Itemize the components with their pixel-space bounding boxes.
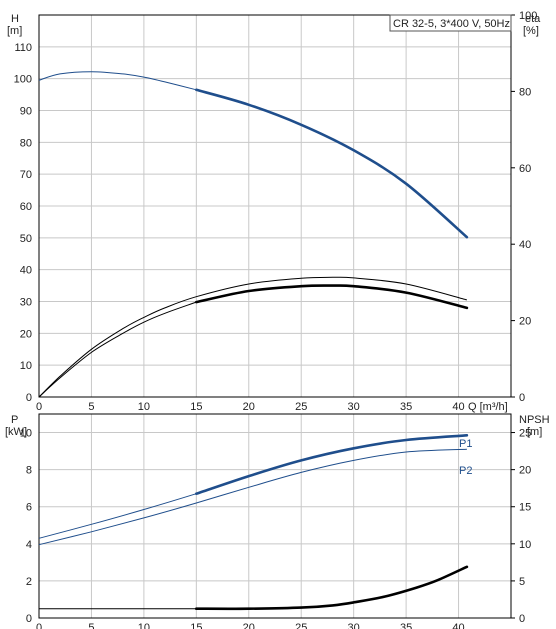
top-series-curve-0-thin bbox=[38, 71, 197, 91]
bottom-left-axis-name: P bbox=[11, 414, 18, 426]
bottom-series-curve-2-bold bbox=[195, 565, 469, 611]
bottom-y-right-tick-0: 0 bbox=[519, 613, 525, 625]
top-y-left-tick-30: 30 bbox=[20, 297, 32, 309]
top-panel-series bbox=[38, 71, 469, 398]
top-right-axis-name: eta bbox=[525, 13, 541, 25]
bottom-panel-frame bbox=[38, 413, 512, 619]
bottom-x-tick-40: 40 bbox=[452, 622, 464, 629]
bottom-y-right-tick-15: 15 bbox=[519, 502, 531, 514]
top-x-tick-30: 30 bbox=[348, 401, 360, 413]
top-x-tick-40: 40 bbox=[452, 401, 464, 413]
top-y-left-tick-110: 110 bbox=[14, 42, 32, 54]
bottom-x-tick-35: 35 bbox=[400, 622, 412, 629]
bottom-series-p1-thin bbox=[38, 493, 197, 539]
top-y-right-tick-40: 40 bbox=[519, 239, 531, 251]
bottom-y-left-tick-10: 10 bbox=[20, 428, 32, 440]
bottom-x-tick-0: 0 bbox=[36, 622, 42, 629]
bottom-series-p2-thin bbox=[38, 448, 467, 546]
series-label-p2: P2 bbox=[459, 465, 472, 477]
bottom-x-tick-5: 5 bbox=[88, 622, 94, 629]
bottom-y-right-tick-5: 5 bbox=[519, 576, 525, 588]
top-y-left-tick-70: 70 bbox=[20, 169, 32, 181]
bottom-y-left-tick-8: 8 bbox=[26, 465, 32, 477]
top-x-tick-5: 5 bbox=[88, 401, 94, 413]
top-panel-tick-labels: 0 5 10 15 20 25 30 35 40 0 10 20 30 40 50 60 70 80 90 100 11… bbox=[14, 10, 538, 413]
chart-title: CR 32-5, 3*400 V, 50Hz bbox=[393, 18, 510, 30]
bottom-left-axis-unit: [kW] bbox=[5, 426, 27, 438]
series-label-p1: P1 bbox=[459, 438, 472, 450]
top-x-tick-35: 35 bbox=[400, 401, 412, 413]
top-y-right-tick-20: 20 bbox=[519, 316, 531, 328]
top-x-tick-20: 20 bbox=[243, 401, 255, 413]
top-y-right-tick-60: 60 bbox=[519, 163, 531, 175]
top-y-left-tick-100: 100 bbox=[14, 74, 32, 86]
bottom-y-right-tick-20: 20 bbox=[519, 465, 531, 477]
top-left-axis-unit: [m] bbox=[7, 25, 22, 37]
x-axis-title: Q [m³/h] bbox=[468, 401, 508, 413]
bottom-y-left-tick-0: 0 bbox=[26, 613, 32, 625]
top-y-right-tick-100: 100 bbox=[519, 10, 537, 22]
bottom-panel-tick-labels: 0 5 10 15 20 25 30 35 40 0 2 4 6 8 10 0 5 10 15 20 25 bbox=[20, 428, 532, 629]
top-series-curve-2-thin bbox=[38, 301, 197, 398]
bottom-y-left-tick-2: 2 bbox=[26, 576, 32, 588]
bottom-panel-series bbox=[38, 434, 469, 611]
top-y-left-tick-10: 10 bbox=[20, 360, 32, 372]
top-y-left-tick-20: 20 bbox=[20, 328, 32, 340]
top-x-tick-25: 25 bbox=[295, 401, 307, 413]
top-series-curve-1-thin bbox=[38, 276, 468, 398]
top-y-right-tick-0: 0 bbox=[519, 392, 525, 404]
top-y-right-tick-80: 80 bbox=[519, 86, 531, 98]
top-right-axis-unit: [%] bbox=[523, 25, 539, 37]
top-y-left-tick-50: 50 bbox=[20, 233, 32, 245]
bottom-x-tick-20: 20 bbox=[243, 622, 255, 629]
top-x-tick-15: 15 bbox=[190, 401, 202, 413]
title-box-frame bbox=[389, 14, 512, 32]
bottom-panel-grid bbox=[39, 414, 511, 618]
bottom-y-right-tick-10: 10 bbox=[519, 539, 531, 551]
top-series-curve-0-bold bbox=[195, 88, 469, 239]
bottom-series-p1-bold bbox=[195, 434, 469, 495]
top-series-curve-2-bold bbox=[195, 284, 469, 310]
top-panel-frame bbox=[38, 14, 512, 398]
bottom-x-tick-10: 10 bbox=[138, 622, 150, 629]
top-x-tick-0: 0 bbox=[36, 401, 42, 413]
bottom-x-tick-25: 25 bbox=[295, 622, 307, 629]
top-y-left-tick-90: 90 bbox=[20, 106, 32, 118]
top-left-axis-name: H bbox=[11, 13, 19, 25]
bottom-y-right-tick-25: 25 bbox=[519, 428, 531, 440]
title-box: CR 32-5, 3*400 V, 50Hz bbox=[389, 14, 512, 32]
top-x-tick-10: 10 bbox=[138, 401, 150, 413]
top-y-left-tick-60: 60 bbox=[20, 201, 32, 213]
bottom-y-left-tick-6: 6 bbox=[26, 502, 32, 514]
bottom-y-left-tick-4: 4 bbox=[26, 539, 32, 551]
top-y-left-tick-0: 0 bbox=[26, 392, 32, 404]
bottom-right-axis-name: NPSH bbox=[519, 414, 550, 426]
bottom-x-tick-15: 15 bbox=[190, 622, 202, 629]
top-y-left-tick-80: 80 bbox=[20, 137, 32, 149]
bottom-x-tick-30: 30 bbox=[348, 622, 360, 629]
bottom-right-axis-unit: [m] bbox=[527, 426, 542, 438]
top-y-left-tick-40: 40 bbox=[20, 265, 32, 277]
